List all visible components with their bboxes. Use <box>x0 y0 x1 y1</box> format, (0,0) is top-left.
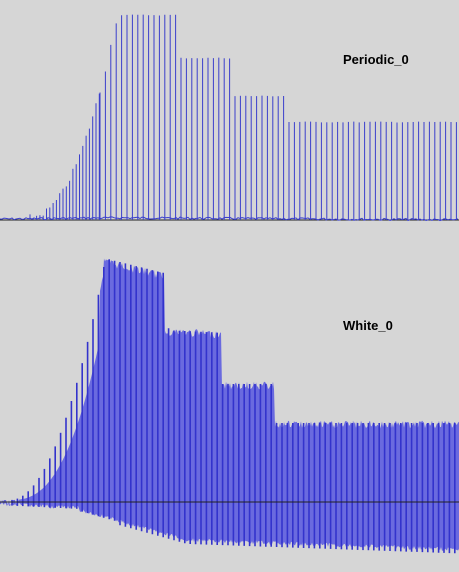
white-track-label: White_0 <box>343 318 393 333</box>
periodic-waveform <box>0 14 459 222</box>
white-track[interactable]: White_0 <box>0 240 459 572</box>
periodic-track[interactable]: Periodic_0 <box>0 0 459 240</box>
white-waveform <box>0 258 459 554</box>
periodic-track-label: Periodic_0 <box>343 52 409 67</box>
